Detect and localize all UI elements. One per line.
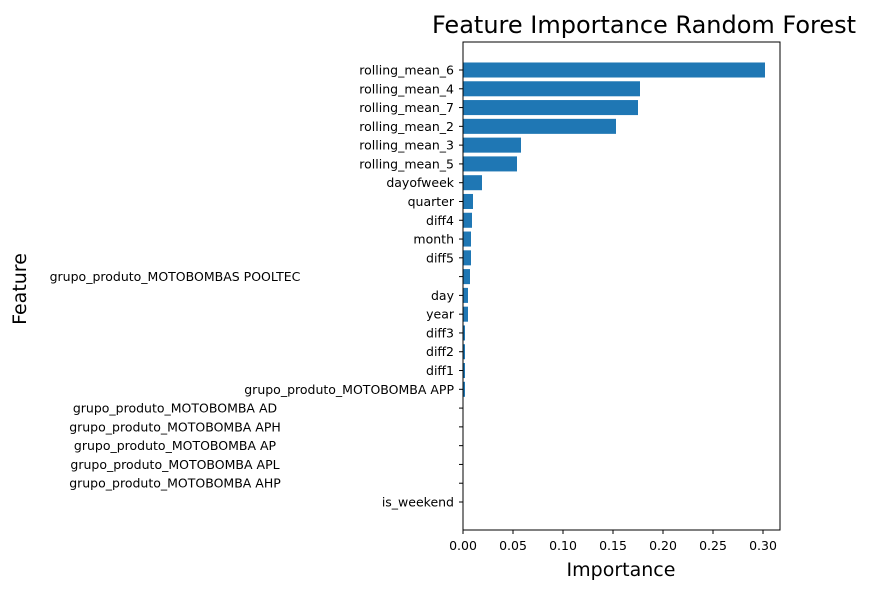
y-axis-label: Feature	[9, 253, 31, 325]
y-tick-label: grupo_produto_MOTOBOMBA APH	[69, 419, 281, 434]
bar	[463, 381, 465, 397]
bar	[463, 250, 471, 266]
bar	[463, 212, 472, 228]
bar	[463, 100, 638, 116]
y-tick-label: is_weekend	[382, 495, 454, 510]
x-tick-label: 0.05	[499, 538, 527, 553]
y-tick-label: diff2	[426, 344, 454, 359]
bar	[463, 363, 465, 379]
y-tick-label: diff5	[426, 250, 454, 265]
bar	[463, 62, 765, 78]
bar	[463, 81, 640, 97]
bar	[463, 269, 470, 285]
y-tick-label: dayofweek	[386, 175, 454, 190]
x-tick-label: 0.30	[749, 538, 777, 553]
x-tick-label: 0.10	[549, 538, 577, 553]
x-tick-label: 0.15	[599, 538, 627, 553]
bar	[463, 325, 465, 341]
bar	[463, 306, 468, 322]
y-tick-label: quarter	[408, 194, 455, 209]
y-tick-label: grupo_produto_MOTOBOMBA APL	[70, 457, 279, 472]
y-tick-label: month	[413, 232, 454, 247]
y-tick-label: grupo_produto_MOTOBOMBA AP	[74, 438, 277, 453]
y-tick-label: rolling_mean_2	[359, 119, 454, 134]
bar	[463, 137, 521, 153]
x-tick-label: 0.25	[699, 538, 727, 553]
y-tick-label: rolling_mean_6	[359, 63, 454, 78]
y-tick-label: rolling_mean_7	[359, 100, 454, 115]
y-tick-label: grupo_produto_MOTOBOMBA APP	[244, 382, 454, 397]
bar	[463, 193, 473, 209]
bar	[463, 118, 616, 134]
y-tick-label: diff3	[426, 325, 454, 340]
bar	[463, 175, 482, 191]
y-tick-label: day	[431, 288, 455, 303]
chart-title: Feature Importance Random Forest	[432, 11, 856, 39]
plot-frame	[462, 41, 781, 531]
y-tick-label: diff4	[426, 213, 454, 228]
y-tick-label: grupo_produto_MOTOBOMBA AHP	[69, 476, 281, 491]
y-tick-label: diff1	[426, 363, 454, 378]
x-tick-label: 0.00	[449, 538, 477, 553]
bar	[463, 287, 468, 303]
y-tick-label: grupo_produto_MOTOBOMBAS POOLTEC	[50, 269, 301, 284]
y-tick-label: rolling_mean_4	[359, 81, 454, 96]
y-axis-ticks: rolling_mean_6 rolling_mean_4 rolling_mean…	[50, 63, 463, 510]
x-axis-label: Importance	[567, 559, 676, 581]
bar-group	[463, 62, 765, 397]
x-axis-ticks: 0.00 0.05 0.10 0.15 0.20 0.25 0.30	[449, 530, 777, 553]
y-tick-label: rolling_mean_3	[359, 138, 454, 153]
y-tick-label: year	[426, 307, 455, 322]
y-tick-label: grupo_produto_MOTOBOMBA AD	[73, 401, 277, 416]
y-tick-label: rolling_mean_5	[359, 156, 454, 171]
bar	[463, 344, 465, 360]
x-tick-label: 0.20	[649, 538, 677, 553]
bar	[463, 156, 517, 172]
bar	[463, 231, 471, 247]
